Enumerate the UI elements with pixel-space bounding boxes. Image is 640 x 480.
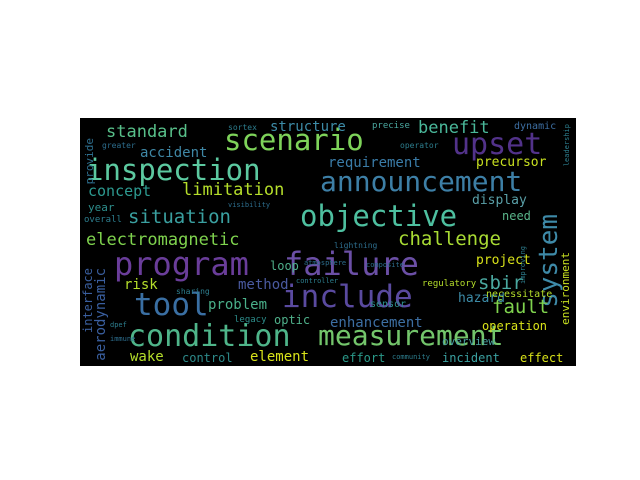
word-fault: fault [492, 296, 550, 318]
word-standard: standard [106, 122, 188, 142]
word-announcement: announcement [320, 165, 523, 198]
word-necessitate: necessitate [486, 289, 553, 300]
word-operation: operation [482, 319, 548, 333]
word-atmosphere: atmosphere [304, 259, 347, 267]
word-legacy: legacy [234, 315, 267, 325]
word-dpef: dpef [110, 321, 127, 329]
word-year: year [88, 201, 115, 214]
word-visibility: visibility [228, 201, 271, 209]
word-precise: precise [372, 121, 410, 131]
word-regulatory: regulatory [422, 279, 477, 289]
word-effect: effect [520, 351, 564, 365]
word-provide: provide [83, 138, 96, 185]
word-problem: problem [208, 297, 268, 313]
word-electromagnetic: electromagnetic [86, 230, 240, 250]
word-measurement: measurement [318, 319, 504, 352]
word-composite: composite [366, 261, 404, 269]
word-display: display [472, 193, 527, 208]
word-concept: concept [88, 182, 152, 200]
word-situation: situation [128, 206, 231, 228]
word-environment: environment [559, 252, 572, 325]
word-tool: tool [134, 287, 209, 323]
word-improving: improving [519, 246, 527, 284]
word-challenge: challenge [398, 228, 501, 250]
word-control: control [182, 351, 233, 365]
word-overall: overall [84, 215, 122, 225]
word-precursor: precursor [476, 155, 547, 170]
word-inspection: inspection [86, 153, 261, 187]
word-overview: overview [442, 335, 495, 348]
word-upset: upset [452, 127, 543, 162]
word-enhancement: enhancement [330, 315, 423, 331]
word-optic: optic [274, 313, 311, 327]
word-risk: risk [124, 277, 158, 293]
word-objective: objective [300, 199, 458, 233]
word-element: element [250, 349, 310, 365]
word-lightning: lightning [334, 241, 378, 250]
word-effort: effort [342, 351, 386, 365]
word-structure: structure [270, 119, 346, 135]
word-wake: wake [130, 349, 164, 365]
word-greater: greater [102, 141, 136, 150]
word-condition: condition [128, 319, 291, 354]
word-accident: accident [140, 145, 208, 161]
word-sensor: sensor [370, 299, 407, 310]
word-immune: immune [110, 335, 136, 343]
word-cloud: program failure include condition measur… [80, 118, 576, 366]
word-failure: failure [284, 245, 419, 283]
word-need: need [502, 209, 531, 223]
word-sbir: sbir [478, 272, 524, 294]
word-scenario: scenario [224, 123, 364, 157]
word-method: method [238, 277, 289, 293]
word-project: project [476, 253, 531, 268]
word-dynamic: dynamic [514, 121, 557, 132]
word-requirement: requirement [328, 155, 421, 171]
word-sharing: sharing [176, 287, 210, 296]
word-leadership: leadership [563, 124, 571, 167]
word-loop: loop [270, 259, 299, 273]
word-benefit: benefit [418, 118, 490, 138]
word-aerodynamic: aerodynamic [93, 268, 109, 361]
word-controller: controller [296, 277, 339, 285]
word-community: community [392, 353, 430, 361]
word-operator: operator [400, 141, 439, 150]
word-interface: interface [81, 268, 95, 334]
word-include: include [282, 279, 413, 315]
word-hazard: hazard [458, 291, 505, 306]
word-sortex: sortex [228, 123, 257, 132]
word-limitation: limitation [182, 180, 285, 200]
word-program: program [114, 245, 249, 283]
word-incident: incident [442, 351, 500, 365]
